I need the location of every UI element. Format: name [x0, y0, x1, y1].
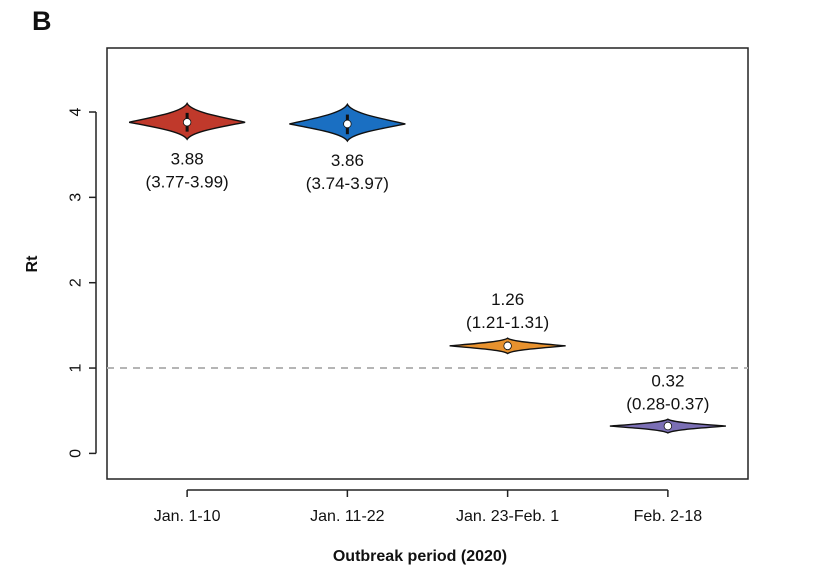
median-value-label: 3.88	[171, 149, 204, 168]
median-point	[182, 118, 192, 127]
x-tick-label: Jan. 11-22	[310, 508, 385, 525]
y-axis: 0 1 2 3 4	[68, 107, 97, 458]
x-axis: Jan. 1-10 Jan. 11-22 Jan. 23-Feb. 1 Feb. 2-…	[154, 489, 703, 525]
y-tick-label: 1	[68, 364, 85, 373]
median-value-label: 1.26	[491, 290, 524, 309]
median-point	[503, 341, 512, 351]
violins: 3.88 (3.77-3.99) 3.86 (3.74-3.97) 1.26 (1.21-…	[128, 102, 726, 434]
x-tick-label: Feb. 2-18	[634, 508, 703, 525]
y-tick-label: 4	[68, 107, 85, 116]
median-point	[663, 421, 673, 431]
x-axis-title: Outbreak period (2020)	[333, 548, 507, 565]
panel-label: B	[32, 6, 52, 36]
ci-value-label: (3.74-3.97)	[306, 174, 389, 193]
x-tick-label: Jan. 1-10	[154, 508, 221, 525]
plot-frame	[106, 47, 749, 480]
median-value-label: 3.86	[331, 151, 364, 170]
y-axis-title: Rt	[24, 255, 41, 273]
violin-3: 1.26 (1.21-1.31)	[449, 290, 566, 355]
ci-value-label: (3.77-3.99)	[146, 172, 229, 191]
median-value-label: 0.32	[651, 371, 684, 390]
ci-value-label: (1.21-1.31)	[466, 313, 549, 332]
violin-4: 0.32 (0.28-0.37)	[609, 371, 726, 434]
y-tick-label: 2	[68, 278, 85, 287]
x-tick-label: Jan. 23-Feb. 1	[456, 508, 559, 525]
violin-1: 3.88 (3.77-3.99)	[128, 102, 246, 191]
violin-2: 3.86 (3.74-3.97)	[289, 102, 406, 193]
median-point	[343, 119, 352, 129]
ci-value-label: (0.28-0.37)	[626, 394, 709, 413]
y-tick-label: 0	[68, 449, 85, 458]
y-tick-label: 3	[68, 193, 85, 202]
